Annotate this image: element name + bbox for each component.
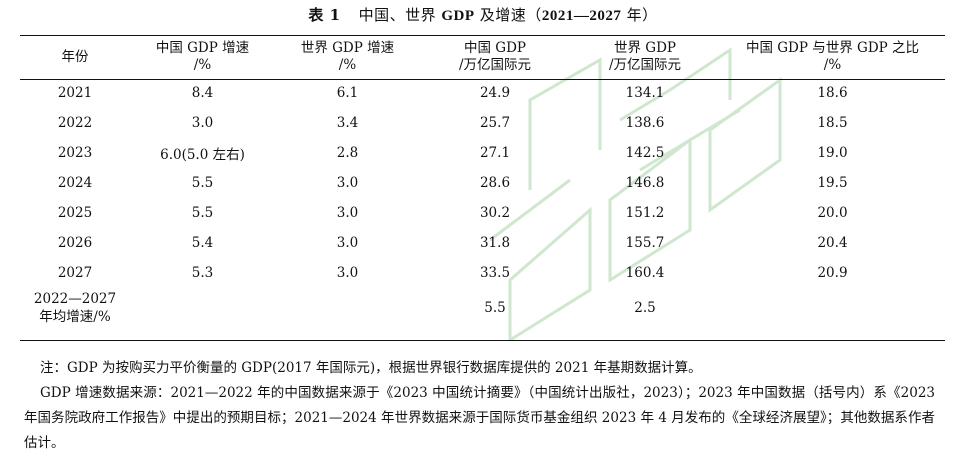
table-row: 2026 5.4 3.0 31.8 155.7 20.4 xyxy=(20,228,945,258)
cell-china-gdp: 27.1 xyxy=(479,145,511,161)
cell-ratio: 18.5 xyxy=(817,115,848,131)
average-label: 2022—2027 年均增速/% xyxy=(33,291,117,325)
cell-china-gdp: 30.2 xyxy=(479,205,511,221)
cell-world-growth: 3.0 xyxy=(336,235,359,251)
cell-ratio: 20.9 xyxy=(817,265,848,281)
cell-china-growth: 5.5 xyxy=(191,205,214,221)
cell-world-growth: 3.0 xyxy=(336,265,359,281)
cell-year: 2021 xyxy=(57,85,93,101)
cell-world-growth: 3.0 xyxy=(336,175,359,191)
cell-world-growth: 6.1 xyxy=(336,85,359,101)
avg-world-growth xyxy=(275,288,420,328)
header-china-growth: 中国 GDP 增速/% xyxy=(155,40,250,73)
header-china-gdp: 中国 GDP/万亿国际元 xyxy=(458,40,532,73)
table-number: 表 1 xyxy=(308,6,341,24)
cell-ratio: 19.0 xyxy=(817,145,848,161)
cell-china-gdp: 33.5 xyxy=(479,265,511,281)
avg-china-gdp: 5.5 xyxy=(484,300,506,316)
table-notes: 注：GDP 为按购买力平价衡量的 GDP(2017 年国际元)，根据世界银行数据… xyxy=(24,356,935,456)
cell-year: 2026 xyxy=(57,235,93,251)
cell-world-gdp: 155.7 xyxy=(625,235,665,251)
top-rule xyxy=(20,35,945,36)
cell-china-growth: 5.3 xyxy=(191,265,214,281)
cell-world-growth: 2.8 xyxy=(336,145,359,161)
header-world-gdp: 世界 GDP/万亿国际元 xyxy=(608,40,682,73)
cell-china-growth: 5.5 xyxy=(191,175,214,191)
cell-china-gdp: 28.6 xyxy=(479,175,511,191)
table-row: 2027 5.3 3.0 33.5 160.4 20.9 xyxy=(20,258,945,288)
cell-world-gdp: 146.8 xyxy=(625,175,665,191)
avg-china-growth xyxy=(130,288,275,328)
cell-ratio: 19.5 xyxy=(817,175,848,191)
cell-year: 2025 xyxy=(57,205,93,221)
cell-world-growth: 3.0 xyxy=(336,205,359,221)
cell-world-gdp: 151.2 xyxy=(625,205,665,221)
cell-china-gdp: 25.7 xyxy=(479,115,511,131)
note-sources: GDP 增速数据来源：2021—2022 年的中国数据来源于《2023 中国统计… xyxy=(24,385,935,451)
cell-year: 2024 xyxy=(57,175,93,191)
cell-year: 2023 xyxy=(57,145,93,161)
average-growth-row: 2022—2027 年均增速/% 5.5 2.5 xyxy=(20,288,945,328)
cell-world-gdp: 138.6 xyxy=(625,115,665,131)
title-end: 年） xyxy=(621,6,658,24)
cell-china-growth: 8.4 xyxy=(191,85,214,101)
gdp-table: 年份 中国 GDP 增速/% 世界 GDP 增速/% 中国 GDP/万亿国际元 … xyxy=(20,36,945,328)
title-range: 2021—2027 xyxy=(541,8,622,24)
cell-china-gdp: 31.8 xyxy=(479,235,511,251)
cell-year: 2022 xyxy=(57,115,93,131)
table-row: 2025 5.5 3.0 30.2 151.2 20.0 xyxy=(20,198,945,228)
cell-world-gdp: 142.5 xyxy=(625,145,665,161)
avg-world-gdp: 2.5 xyxy=(634,300,656,316)
header-ratio: 中国 GDP 与世界 GDP 之比/% xyxy=(745,40,920,73)
cell-china-gdp: 24.9 xyxy=(479,85,511,101)
table-row: 2021 8.4 6.1 24.9 134.1 18.6 xyxy=(20,78,945,108)
note-method: 注：GDP 为按购买力平价衡量的 GDP(2017 年国际元)，根据世界银行数据… xyxy=(40,360,702,376)
cell-world-growth: 3.4 xyxy=(336,115,359,131)
cell-ratio: 20.4 xyxy=(817,235,848,251)
avg-ratio xyxy=(720,288,945,328)
table-row: 2024 5.5 3.0 28.6 146.8 19.5 xyxy=(20,168,945,198)
cell-world-gdp: 134.1 xyxy=(625,85,665,101)
header-world-growth: 世界 GDP 增速/% xyxy=(300,40,395,73)
header-rule xyxy=(20,79,945,80)
table-title: 表 1 中国、世界 GDP 及增速（2021—2027 年） xyxy=(0,4,966,25)
title-suffix: 及增速（ xyxy=(474,6,542,24)
cell-world-gdp: 160.4 xyxy=(625,265,665,281)
cell-ratio: 20.0 xyxy=(817,205,848,221)
header-row: 年份 中国 GDP 增速/% 世界 GDP 增速/% 中国 GDP/万亿国际元 … xyxy=(20,36,945,78)
title-gdp: GDP xyxy=(441,8,475,24)
table-row: 2023 6.0(5.0 左右) 2.8 27.1 142.5 19.0 xyxy=(20,138,945,168)
title-prefix: 中国、世界 xyxy=(358,6,442,24)
bottom-rule xyxy=(20,340,945,341)
cell-year: 2027 xyxy=(57,265,93,281)
cell-china-growth: 6.0(5.0 左右) xyxy=(160,147,245,163)
cell-china-growth: 5.4 xyxy=(191,235,214,251)
cell-china-growth: 3.0 xyxy=(191,115,214,131)
table-row: 2022 3.0 3.4 25.7 138.6 18.5 xyxy=(20,108,945,138)
cell-ratio: 18.6 xyxy=(817,85,848,101)
header-year: 年份 xyxy=(61,48,89,65)
